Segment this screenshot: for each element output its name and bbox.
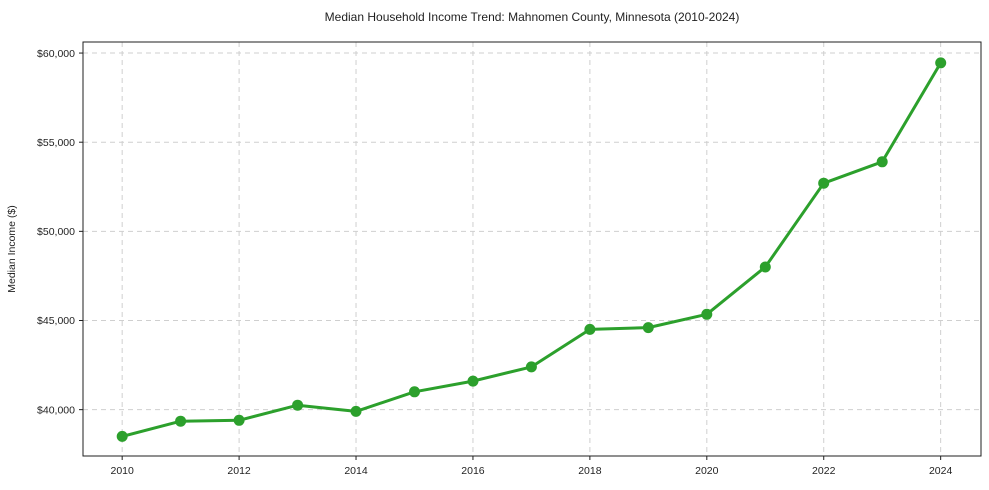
data-point [350, 405, 362, 417]
x-tick-label: 2020 [695, 465, 719, 477]
data-point [116, 430, 128, 442]
data-point [818, 177, 830, 189]
data-point [701, 308, 713, 320]
x-tick-label: 2014 [344, 465, 368, 477]
plot-border [82, 41, 982, 457]
data-point [409, 386, 420, 398]
chart-series-layer [116, 57, 947, 442]
data-point [467, 375, 479, 387]
x-tick-label: 2024 [929, 465, 953, 477]
data-point [759, 261, 771, 273]
chart-grid-layer [83, 42, 981, 456]
data-point [292, 399, 304, 411]
data-point [642, 322, 654, 334]
y-tick-label: $50,000 [37, 226, 75, 238]
data-point [584, 323, 596, 335]
data-point [876, 156, 888, 168]
y-tick-label: $40,000 [37, 404, 75, 416]
data-point [233, 414, 245, 426]
y-tick-label: $55,000 [37, 137, 75, 149]
x-tick-label: 2012 [227, 465, 251, 477]
x-tick-label: 2022 [812, 465, 836, 477]
y-tick-label: $60,000 [37, 48, 75, 60]
x-tick-label: 2018 [578, 465, 602, 477]
y-tick-label: $45,000 [37, 315, 75, 327]
x-tick-label: 2016 [461, 465, 485, 477]
data-line [120, 61, 943, 438]
data-point [525, 361, 537, 373]
data-point [175, 415, 187, 427]
chart-title: Median Household Income Trend: Mahnomen … [325, 10, 740, 24]
chart-axes-layer: $40,000 $45,000 $50,000 $55,000 $60,000 2010 2… [37, 41, 982, 477]
y-axis-label: Median Income ($) [6, 205, 18, 293]
data-point [935, 57, 947, 69]
x-tick-label: 2010 [110, 465, 134, 477]
